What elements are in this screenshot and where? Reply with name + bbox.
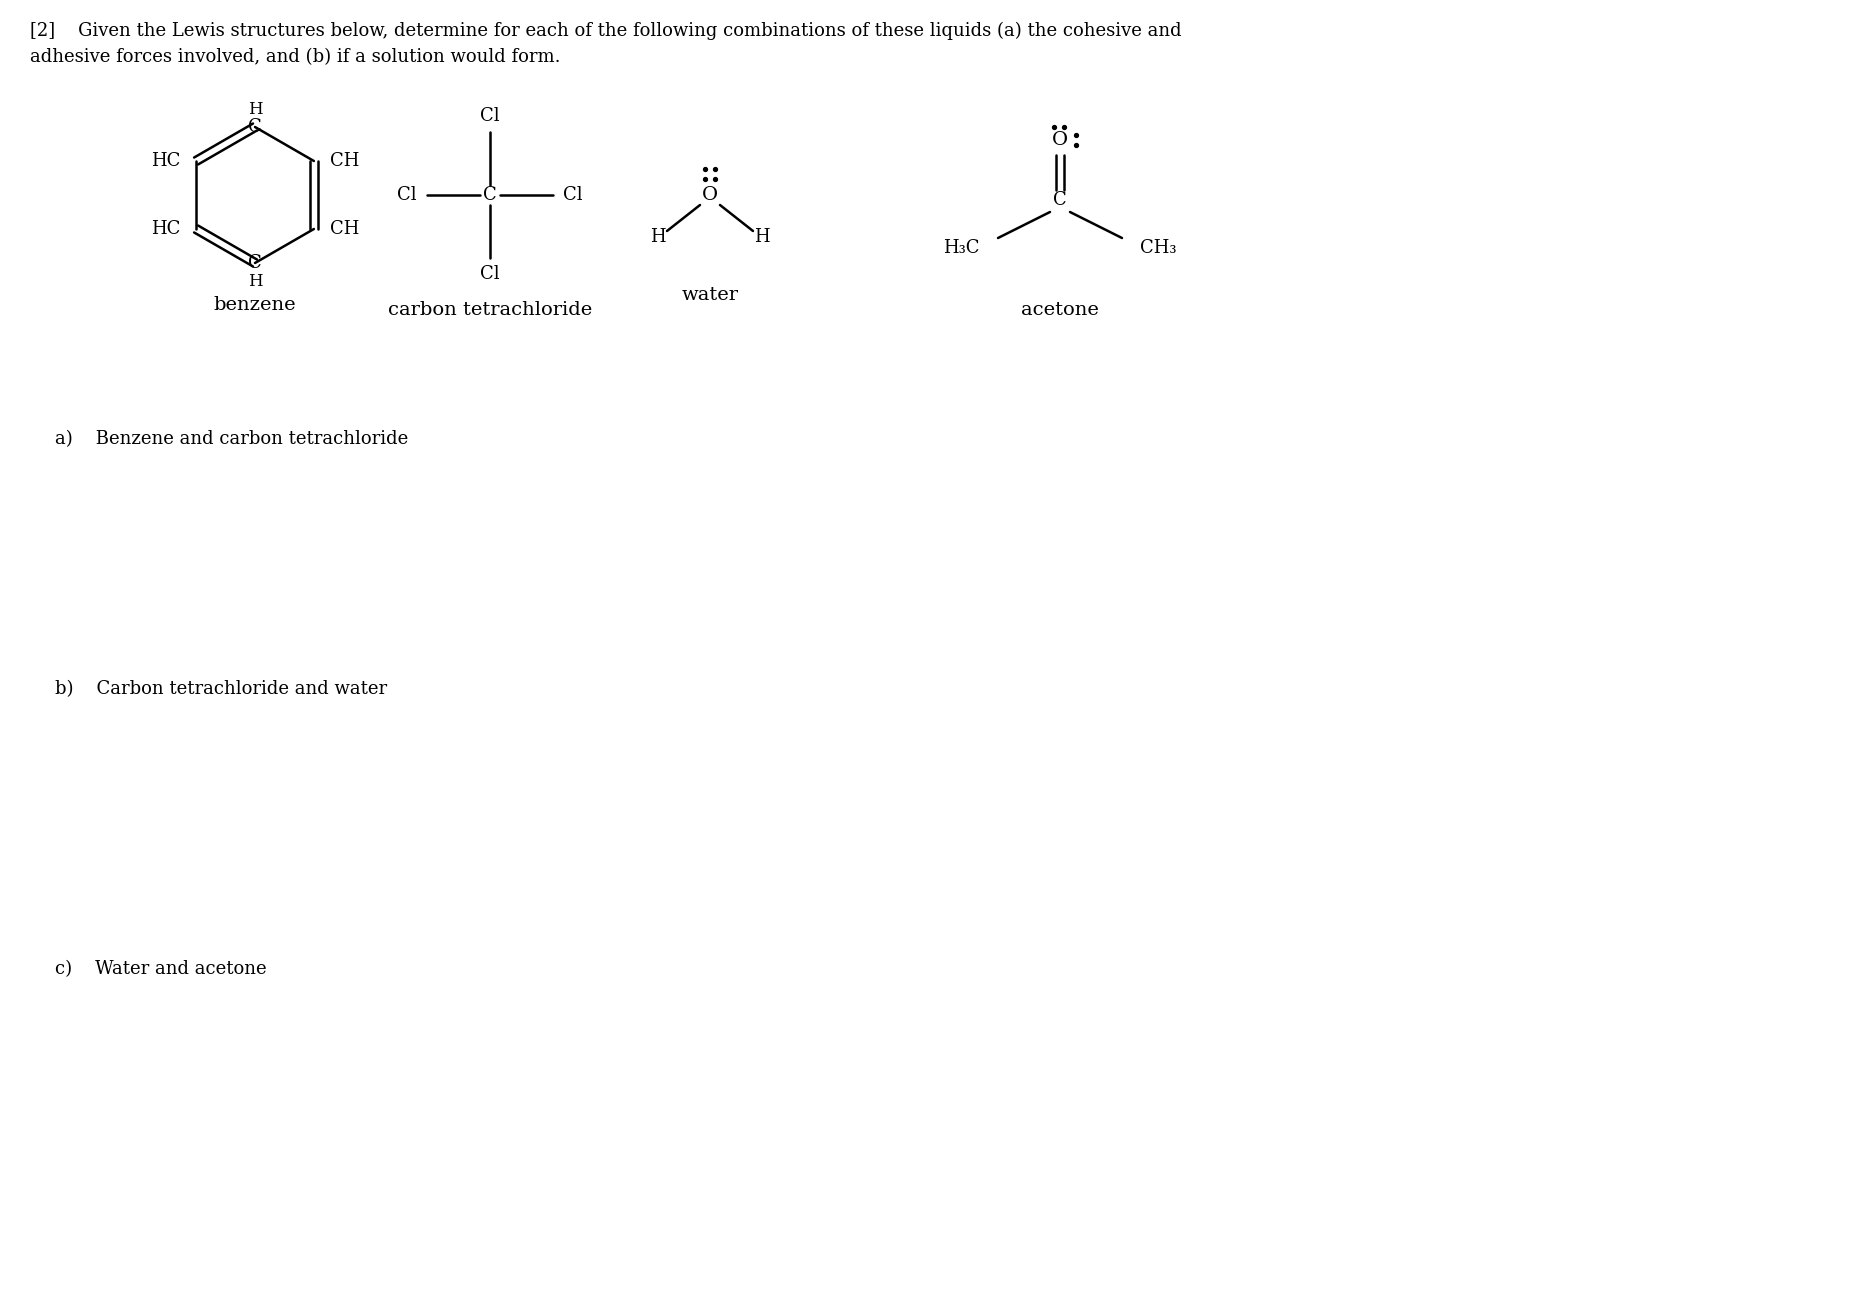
Text: H: H: [248, 100, 263, 117]
Text: acetone: acetone: [1020, 301, 1099, 319]
Text: c)    Water and acetone: c) Water and acetone: [56, 960, 266, 978]
Text: HC: HC: [151, 152, 181, 171]
Text: adhesive forces involved, and (b) if a solution would form.: adhesive forces involved, and (b) if a s…: [30, 48, 560, 66]
Text: C: C: [482, 186, 497, 204]
Text: H₃C: H₃C: [944, 240, 979, 256]
Text: benzene: benzene: [214, 296, 296, 314]
Text: C: C: [248, 254, 263, 272]
Text: O: O: [1052, 132, 1069, 148]
Text: HC: HC: [151, 220, 181, 238]
Text: CH: CH: [330, 220, 359, 238]
Text: H: H: [754, 228, 769, 246]
Text: C: C: [1054, 191, 1067, 210]
Text: water: water: [681, 286, 739, 303]
Text: H: H: [248, 272, 263, 289]
Text: Cl: Cl: [397, 186, 417, 204]
Text: Cl: Cl: [562, 186, 583, 204]
Text: Cl: Cl: [480, 266, 499, 283]
Text: CH₃: CH₃: [1140, 240, 1177, 256]
Text: C: C: [248, 118, 263, 135]
Text: CH: CH: [330, 152, 359, 171]
Text: carbon tetrachloride: carbon tetrachloride: [387, 301, 592, 319]
Text: O: O: [702, 186, 719, 204]
Text: a)    Benzene and carbon tetrachloride: a) Benzene and carbon tetrachloride: [56, 430, 408, 448]
Text: H: H: [650, 228, 667, 246]
Text: [2]    Given the Lewis structures below, determine for each of the following com: [2] Given the Lewis structures below, de…: [30, 22, 1182, 40]
Text: b)    Carbon tetrachloride and water: b) Carbon tetrachloride and water: [56, 680, 387, 698]
Text: Cl: Cl: [480, 107, 499, 125]
